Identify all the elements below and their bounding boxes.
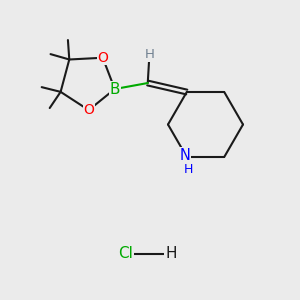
Text: H: H [184, 163, 193, 176]
Text: B: B [110, 82, 120, 97]
Text: O: O [97, 51, 108, 65]
Text: Cl: Cl [118, 246, 134, 261]
Text: O: O [83, 103, 94, 117]
Text: N: N [180, 148, 191, 163]
Text: H: H [165, 246, 177, 261]
Text: H: H [144, 48, 154, 61]
Text: B: B [110, 82, 120, 97]
